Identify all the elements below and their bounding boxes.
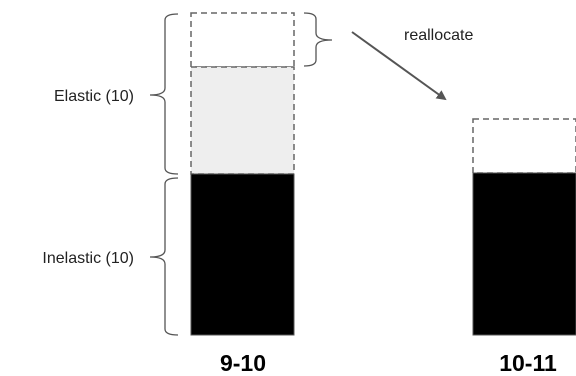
inelastic-block-right	[472, 172, 576, 336]
inelastic-block-left	[190, 173, 295, 336]
elastic-brace	[149, 13, 179, 175]
reallocate-label: reallocate	[404, 27, 473, 44]
unused-capacity-brace	[303, 12, 333, 67]
unused-elastic-block-left	[190, 12, 295, 68]
column-10-11	[472, 118, 576, 336]
inelastic-label: Inelastic (10)	[42, 250, 134, 267]
column-9-10	[190, 12, 295, 336]
time-slot-label-first: 9-10	[220, 350, 266, 376]
reallocated-elastic-block	[472, 118, 576, 174]
elastic-label: Elastic (10)	[54, 88, 134, 105]
used-elastic-block	[190, 66, 295, 175]
time-slot-label-second: 10-11	[499, 350, 557, 376]
inelastic-brace	[149, 177, 179, 336]
reallocate-arrow	[351, 31, 447, 101]
